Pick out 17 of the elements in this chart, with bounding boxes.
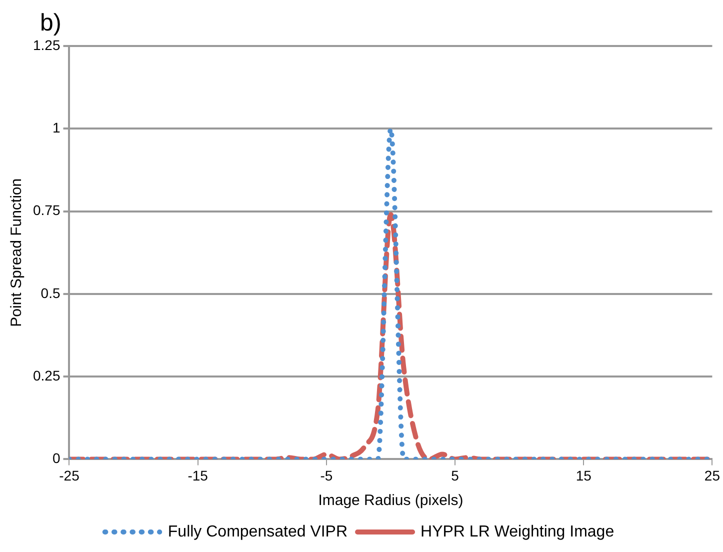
- x-tick-label: -5: [320, 467, 333, 484]
- x-tick-label: 5: [451, 467, 460, 484]
- x-tick-label: 25: [704, 467, 720, 484]
- y-tick-label: 0.75: [33, 202, 60, 218]
- x-axis-title: Image Radius (pixels): [318, 492, 464, 510]
- chart-title: b): [40, 10, 62, 37]
- x-tick-label: 15: [576, 467, 592, 484]
- y-tick-label: 0.5: [40, 284, 60, 301]
- x-tick-label: -15: [188, 467, 208, 484]
- legend-label: Fully Compensated VIPR: [168, 523, 348, 540]
- legend-label: HYPR LR Weighting Image: [420, 523, 614, 540]
- y-tick-label: 1.25: [33, 36, 60, 53]
- y-tick-label: 0: [52, 450, 60, 466]
- y-axis-title: Point Spread Function: [8, 178, 26, 327]
- y-tick-label: 1: [52, 120, 60, 136]
- x-tick-label: -25: [59, 467, 80, 484]
- y-tick-label: 0.25: [33, 367, 60, 384]
